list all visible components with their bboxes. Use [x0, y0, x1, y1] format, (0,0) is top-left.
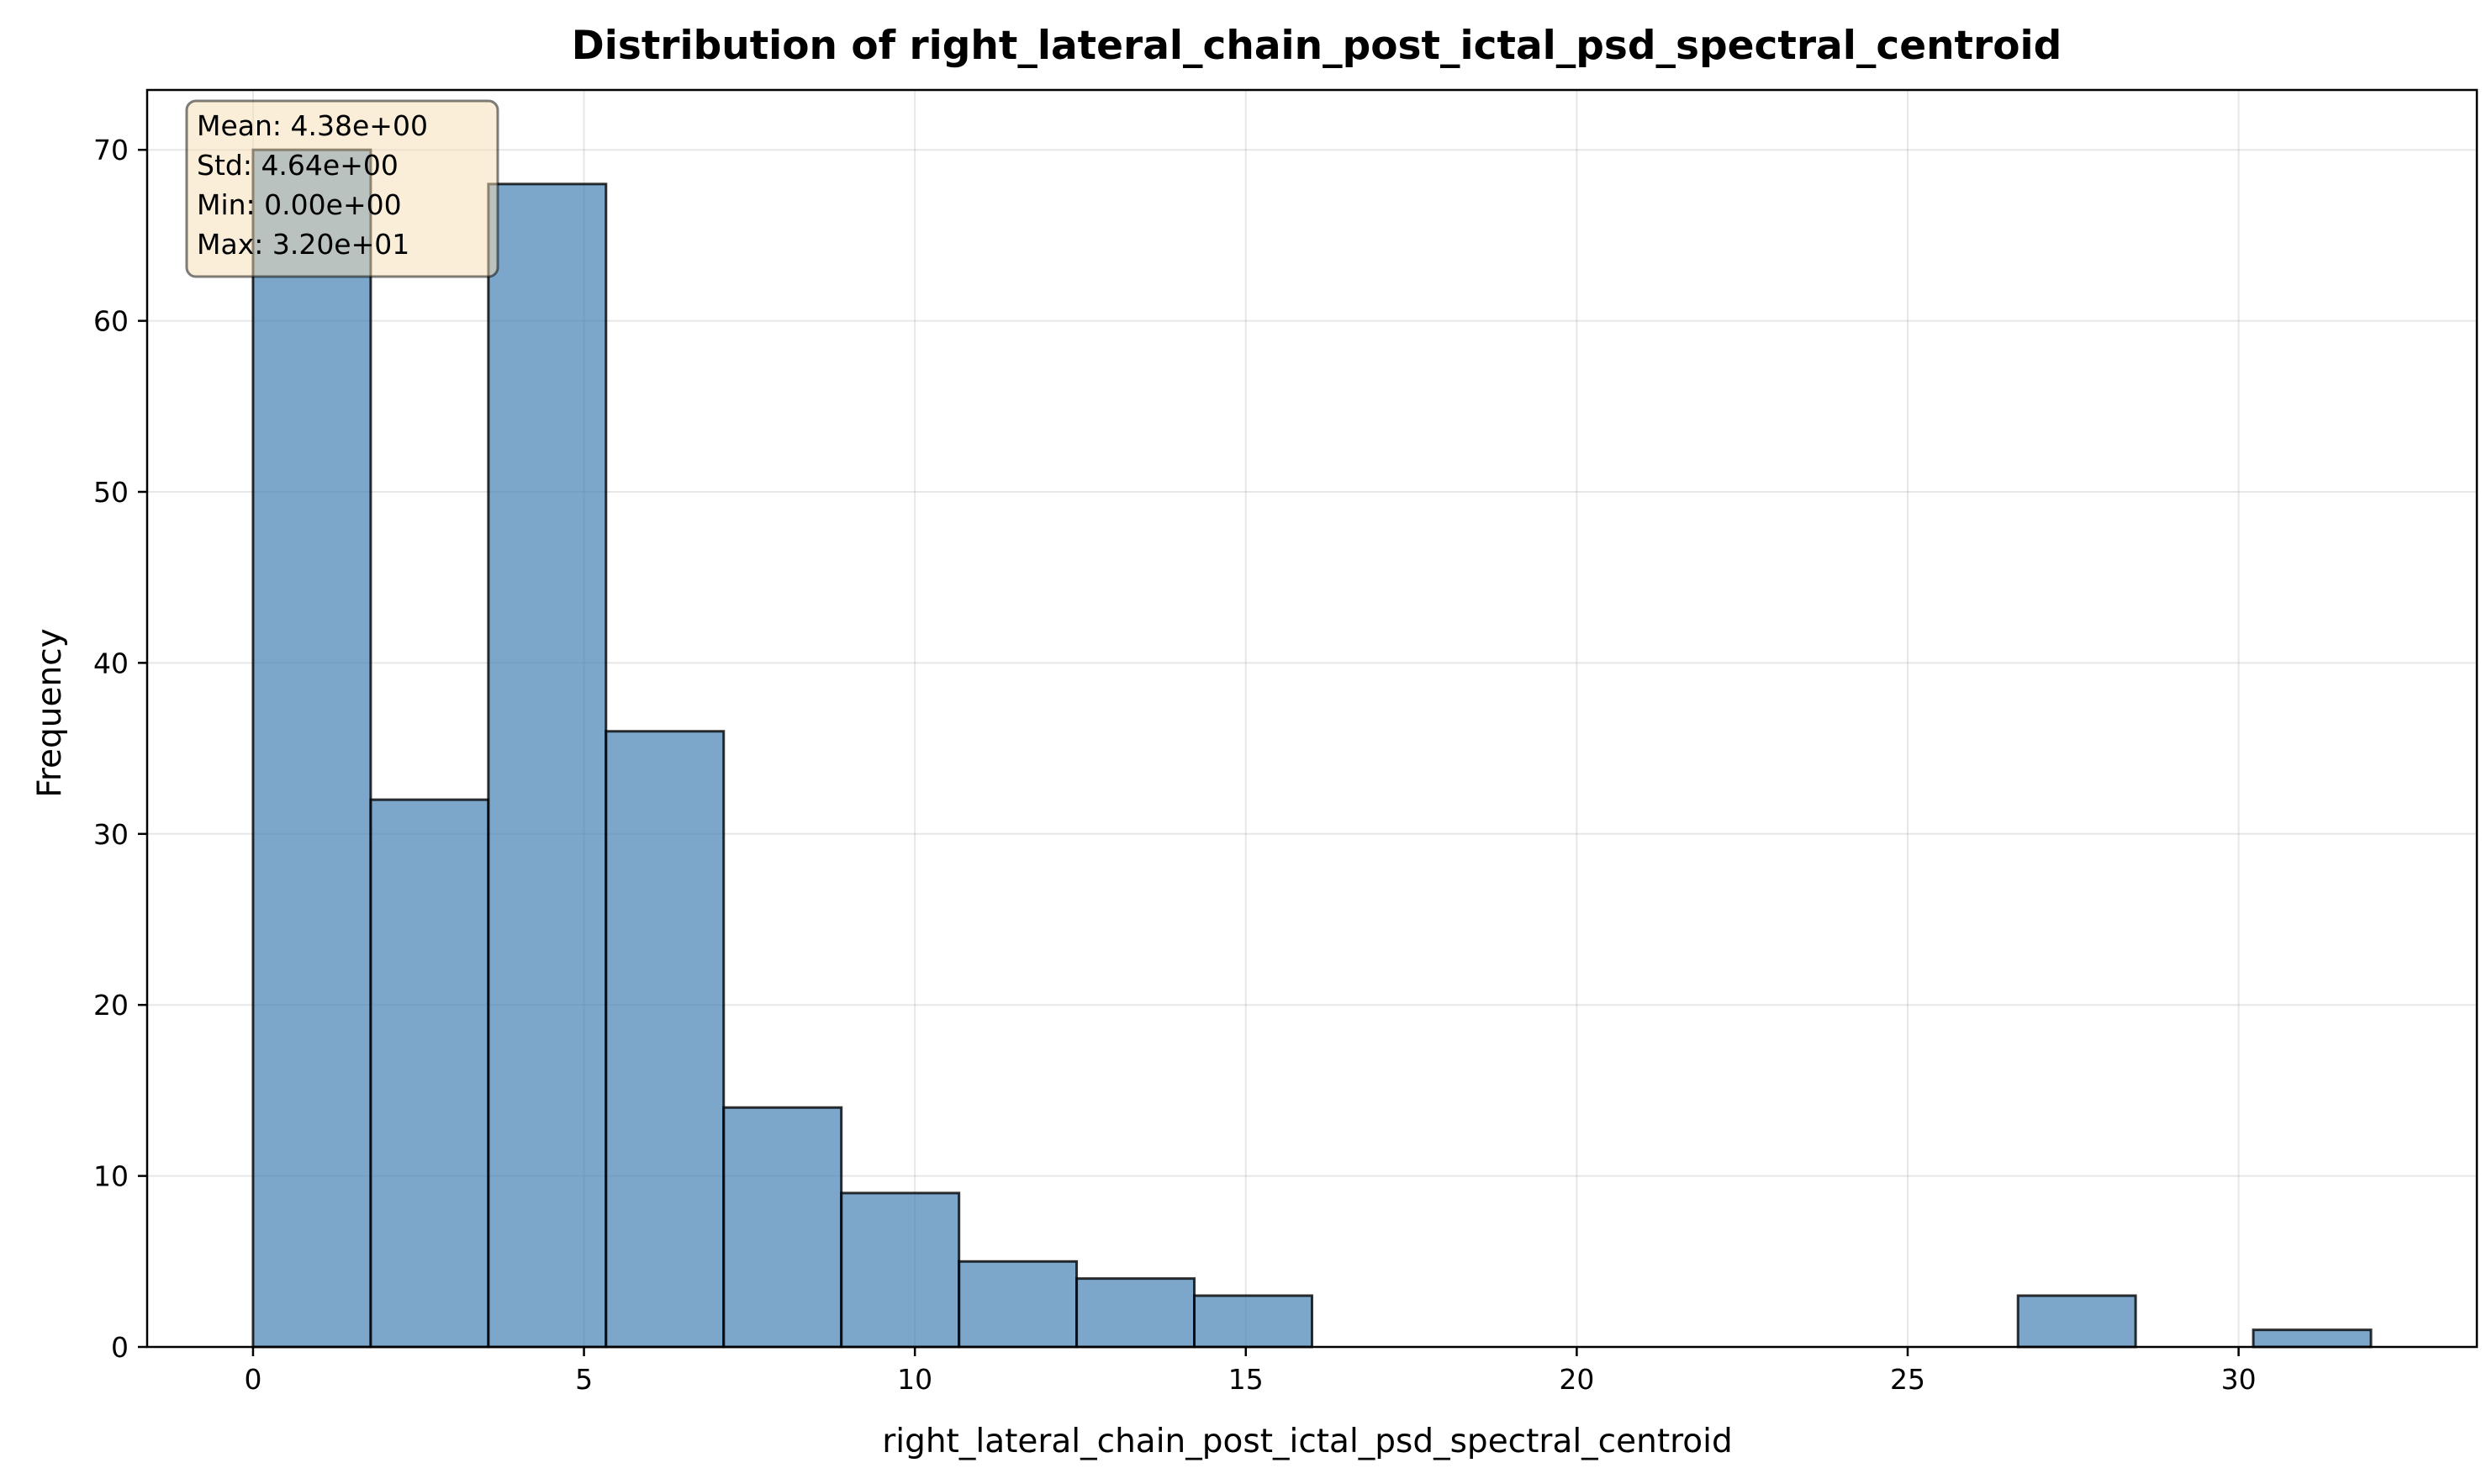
- histogram-bar: [605, 730, 726, 1349]
- y-axis-ticks: 0 10 20 30 40 50 60 70: [93, 134, 147, 1364]
- histogram-bar: [1075, 1277, 1196, 1349]
- histogram-bar: [369, 798, 490, 1349]
- axes-frame: [145, 88, 2479, 1349]
- histogram-bar: [251, 148, 372, 1349]
- stats-line: Mean: 4.38e+00: [197, 109, 428, 142]
- stats-line: Min: 0.00e+00: [197, 188, 402, 221]
- x-axis-label: right_lateral_chain_post_ictal_psd_spect…: [882, 1423, 1733, 1460]
- histogram-bar: [1193, 1294, 1313, 1349]
- x-tick-label: 30: [2221, 1363, 2257, 1396]
- x-tick-label: 25: [1890, 1363, 1925, 1396]
- y-tick-label: 50: [93, 476, 129, 509]
- x-tick-label: 0: [244, 1363, 261, 1396]
- axes: [145, 88, 2479, 1349]
- histogram-bar: [2252, 1328, 2373, 1349]
- y-tick-label: 70: [93, 134, 129, 166]
- histogram-bar: [722, 1106, 843, 1349]
- y-tick-label: 20: [93, 989, 129, 1022]
- y-tick-label: 0: [111, 1331, 129, 1364]
- y-tick-label: 10: [93, 1160, 129, 1193]
- stats-lines: Mean: 4.38e+00 Std: 4.64e+00 Min: 0.00e+00…: [197, 109, 428, 261]
- x-axis-ticks: 0 5 10 15 20 25 30: [244, 1347, 2257, 1396]
- y-tick-label: 30: [93, 818, 129, 851]
- histogram-bar: [840, 1191, 961, 1349]
- x-tick-label: 20: [1559, 1363, 1594, 1396]
- histogram-bar: [2016, 1294, 2137, 1349]
- x-tick-label: 10: [897, 1363, 932, 1396]
- y-tick-label: 60: [93, 305, 129, 338]
- x-tick-label: 15: [1228, 1363, 1264, 1396]
- histogram-bars: [251, 148, 2373, 1349]
- y-tick-label: 40: [93, 647, 129, 679]
- x-tick-label: 5: [575, 1363, 593, 1396]
- stats-box-background: [185, 99, 499, 278]
- stats-line: Std: 4.64e+00: [197, 149, 399, 182]
- histogram-bar: [487, 182, 608, 1349]
- chart-title: Distribution of right_lateral_chain_post…: [572, 23, 2062, 69]
- y-axis-label: Frequency: [31, 628, 69, 797]
- stats-line: Max: 3.20e+01: [197, 228, 409, 261]
- stats-box: Mean: 4.38e+00 Std: 4.64e+00 Min: 0.00e+00…: [185, 99, 499, 278]
- histogram-bar: [958, 1260, 1079, 1349]
